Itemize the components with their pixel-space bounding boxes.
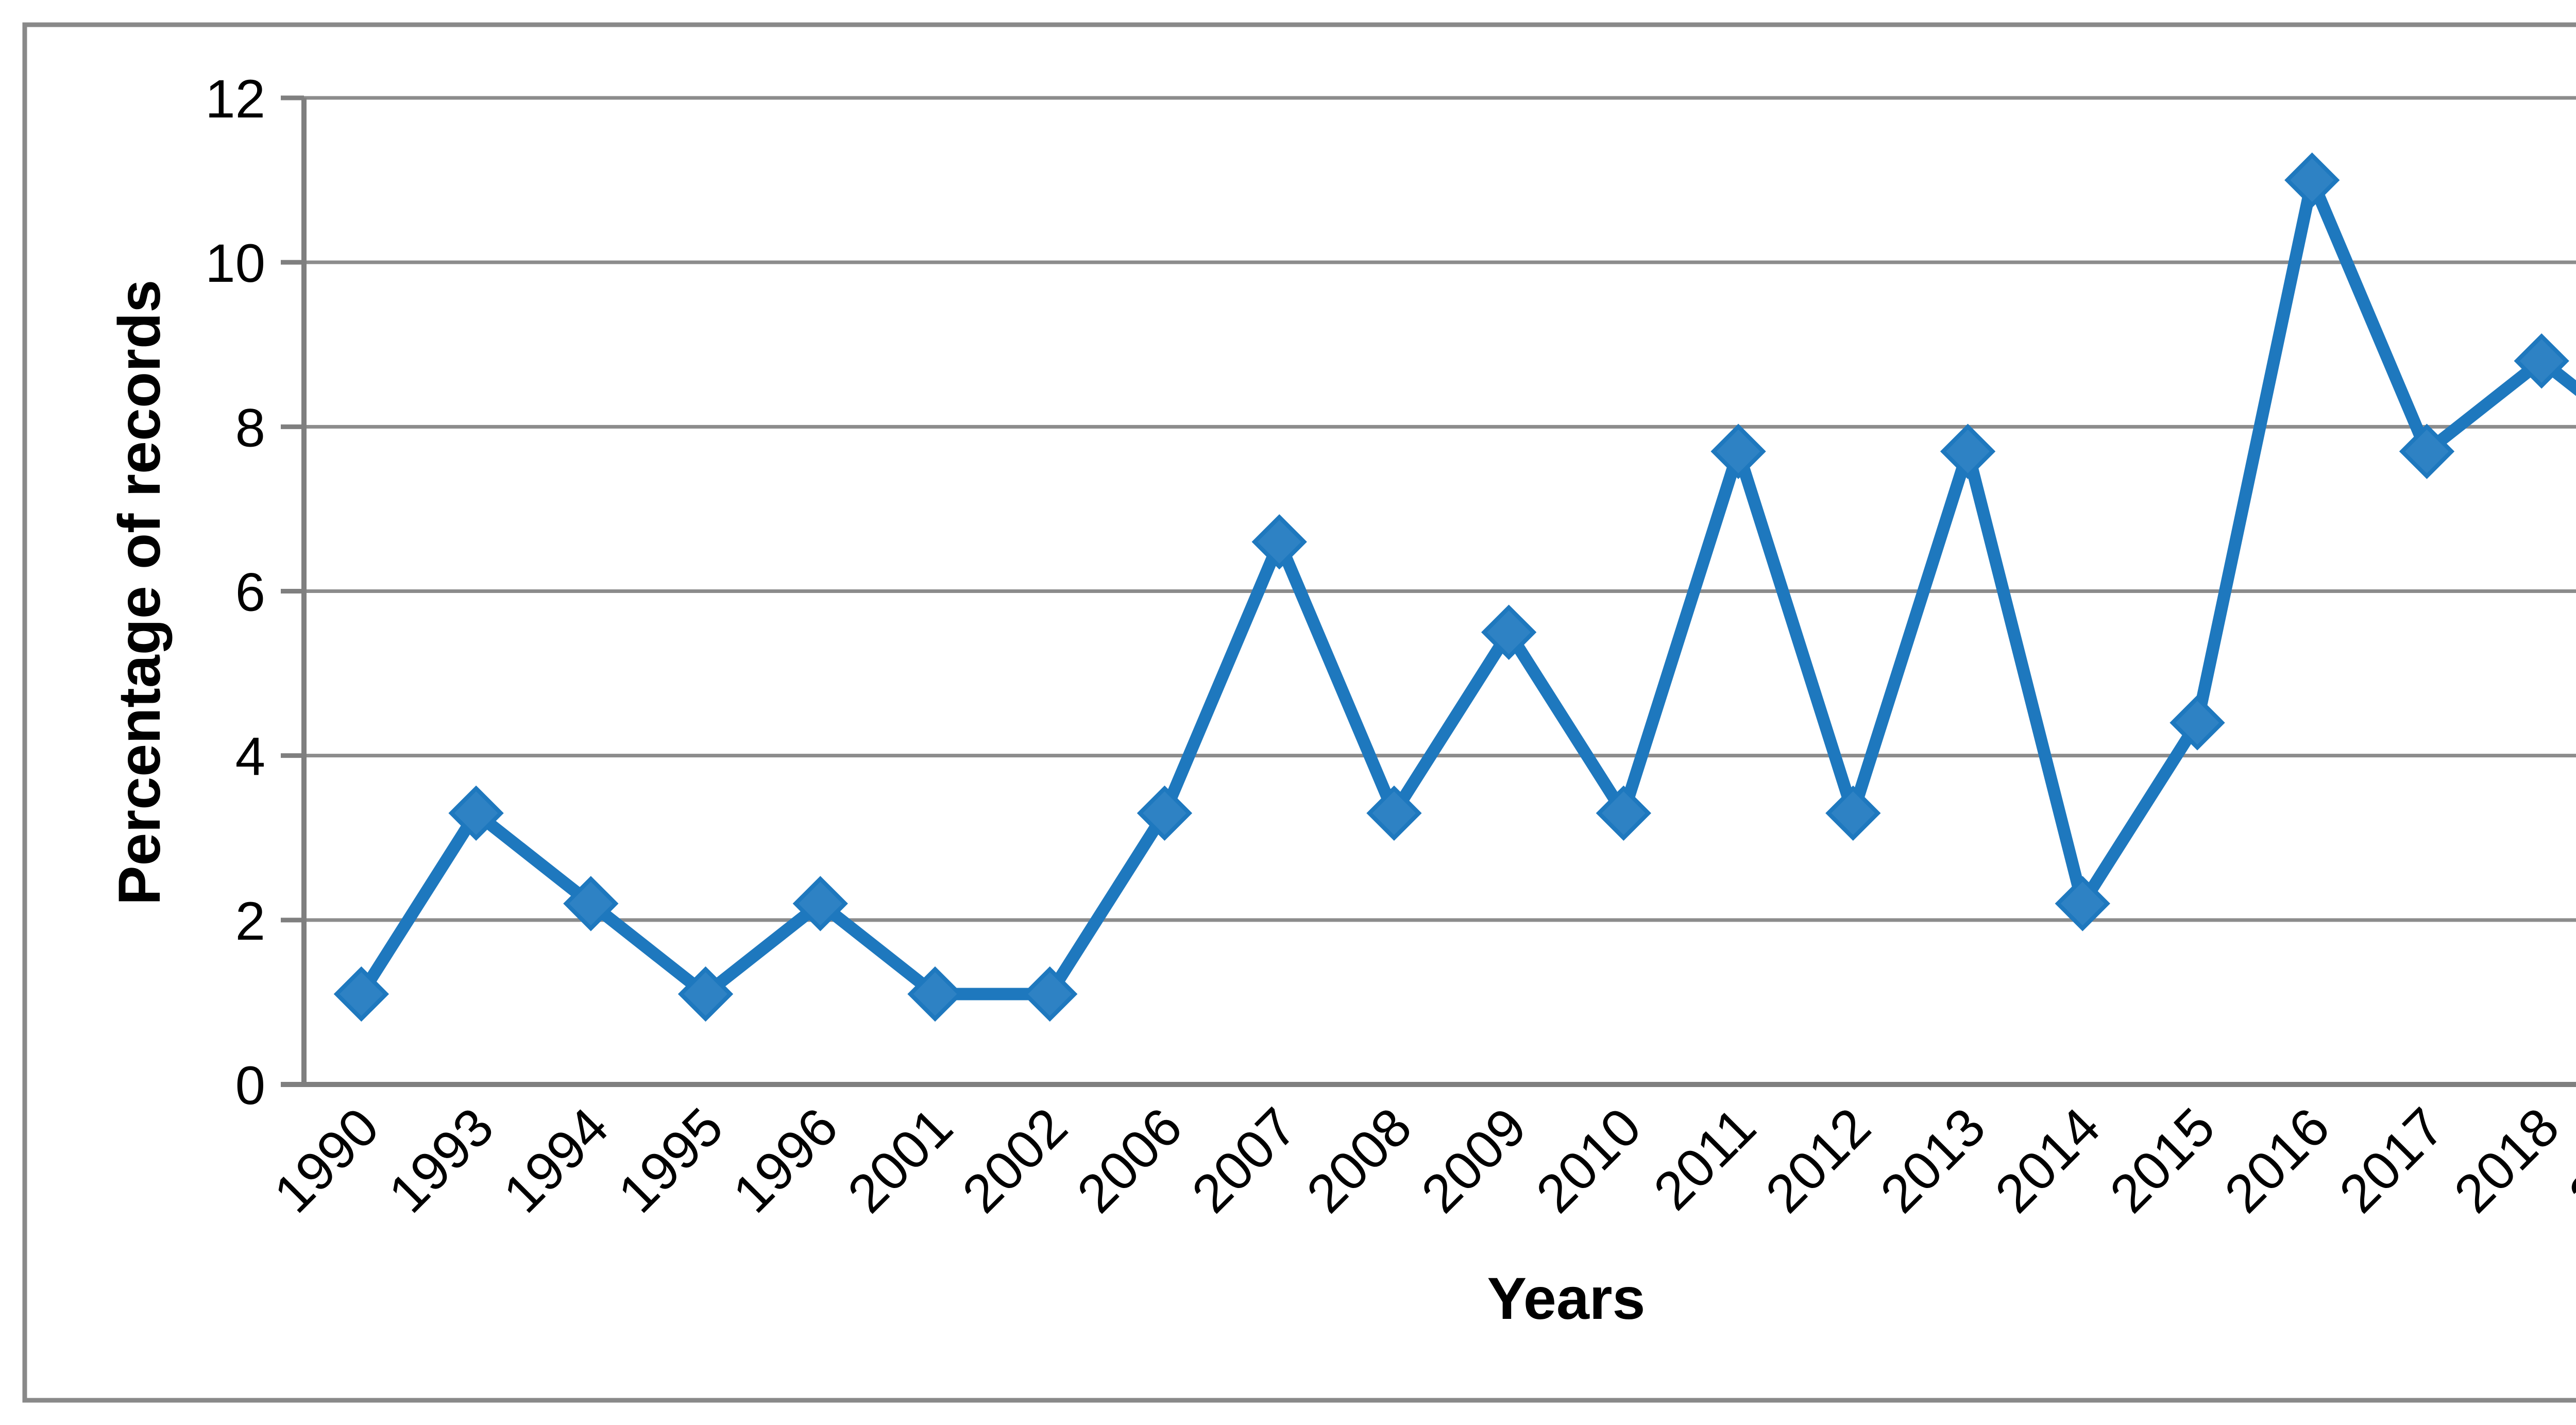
data-point-1990 bbox=[333, 966, 389, 1022]
data-point-2006 bbox=[1137, 785, 1193, 841]
figure-border bbox=[22, 22, 2576, 1403]
y-tick-label-8: 8 bbox=[235, 398, 265, 458]
data-point-1993 bbox=[448, 785, 504, 841]
axes-layer bbox=[281, 95, 2576, 1087]
data-point-1995 bbox=[677, 966, 734, 1022]
y-tick-label-2: 2 bbox=[235, 891, 265, 952]
gridlines-layer bbox=[304, 96, 2576, 922]
data-point-2002 bbox=[1022, 966, 1078, 1022]
y-tick-label-12: 12 bbox=[205, 69, 265, 129]
data-point-2018 bbox=[2514, 333, 2569, 389]
data-point-2008 bbox=[1366, 785, 1422, 841]
data-point-2015 bbox=[2170, 695, 2225, 751]
data-point-2009 bbox=[1481, 604, 1537, 660]
data-point-1996 bbox=[792, 876, 848, 931]
data-point-2011 bbox=[1710, 423, 1766, 479]
series-line bbox=[355, 174, 2576, 1000]
y-tick-label-0: 0 bbox=[235, 1056, 265, 1116]
data-point-1994 bbox=[563, 876, 619, 931]
data-point-2013 bbox=[1940, 423, 1996, 479]
data-series-layer bbox=[333, 152, 2576, 1022]
data-point-2017 bbox=[2399, 423, 2455, 479]
data-point-2007 bbox=[1251, 514, 1307, 570]
y-tick-label-4: 4 bbox=[235, 727, 265, 787]
y-axis-title: Percentage of records bbox=[107, 280, 173, 905]
data-point-2016 bbox=[2284, 152, 2340, 208]
y-tick-label-6: 6 bbox=[235, 563, 265, 623]
data-point-2010 bbox=[1596, 785, 1652, 841]
data-point-2014 bbox=[2055, 876, 2110, 931]
y-tick-label-10: 10 bbox=[205, 233, 265, 294]
y-tick-labels-layer: 0 2 4 6 8 10 12 bbox=[205, 69, 265, 1116]
data-point-2001 bbox=[907, 966, 963, 1022]
x-axis-title: Years bbox=[1487, 1266, 1646, 1332]
data-point-2012 bbox=[1825, 785, 1881, 841]
